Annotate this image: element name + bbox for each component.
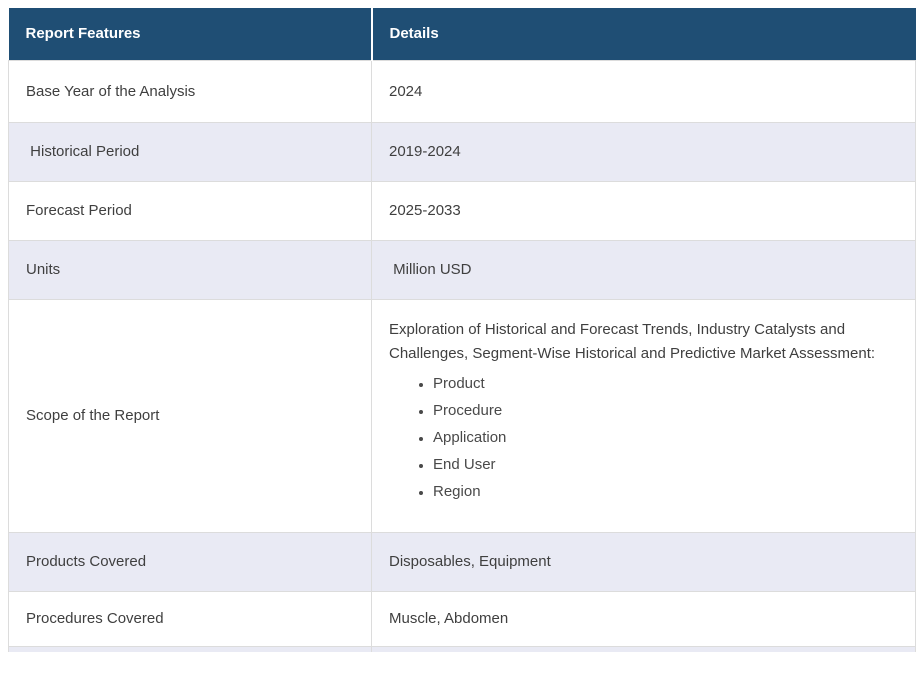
detail-cell-scope: Exploration of Historical and Forecast T…	[371, 298, 916, 533]
detail-cell-historical-period: 2019-2024	[371, 121, 916, 182]
scope-intro-text: Exploration of Historical and Forecast T…	[389, 320, 876, 362]
scope-bullet-application: Application	[433, 429, 895, 447]
feature-cell-base-year: Base Year of the Analysis	[8, 59, 372, 123]
feature-cell-historical-period: Historical Period	[8, 121, 372, 182]
feature-cell-scope: Scope of the Report	[8, 298, 372, 533]
feature-cell-units: Units	[8, 239, 372, 300]
scope-bullet-procedure: Procedure	[433, 402, 895, 420]
table-row-partial-cropped	[8, 645, 916, 652]
table-row-historical-period: Historical Period 2019-2024	[8, 121, 916, 182]
detail-cell-products-covered: Disposables, Equipment	[371, 531, 916, 592]
report-features-table-container: Report Features Details Base Year of the…	[8, 8, 916, 652]
table-header-row: Report Features Details	[8, 8, 916, 60]
feature-cell-products-covered: Products Covered	[8, 531, 372, 592]
detail-cell-partial	[371, 645, 916, 652]
feature-cell-forecast-period: Forecast Period	[8, 180, 372, 241]
scope-bullet-end-user: End User	[433, 456, 895, 474]
table-row-scope: Scope of the Report Exploration of Histo…	[8, 298, 916, 533]
table-row-base-year: Base Year of the Analysis 2024	[8, 59, 916, 123]
feature-cell-procedures-covered: Procedures Covered	[8, 590, 372, 647]
detail-cell-units: Million USD	[371, 239, 916, 300]
table-row-procedures-covered: Procedures Covered Muscle, Abdomen	[8, 590, 916, 647]
scope-bullet-region: Region	[433, 483, 895, 501]
table-row-forecast-period: Forecast Period 2025-2033	[8, 180, 916, 241]
feature-cell-partial	[8, 645, 372, 652]
report-features-table: Report Features Details Base Year of the…	[8, 8, 916, 652]
detail-cell-forecast-period: 2025-2033	[371, 180, 916, 241]
column-header-details: Details	[370, 8, 916, 60]
detail-cell-base-year: 2024	[371, 59, 916, 123]
scope-bullet-list: Product Procedure Application End User R…	[389, 375, 895, 501]
table-row-products-covered: Products Covered Disposables, Equipment	[8, 531, 916, 592]
detail-cell-procedures-covered: Muscle, Abdomen	[371, 590, 916, 647]
table-row-units: Units Million USD	[8, 239, 916, 300]
column-header-report-features: Report Features	[8, 8, 372, 60]
scope-bullet-product: Product	[433, 375, 895, 393]
